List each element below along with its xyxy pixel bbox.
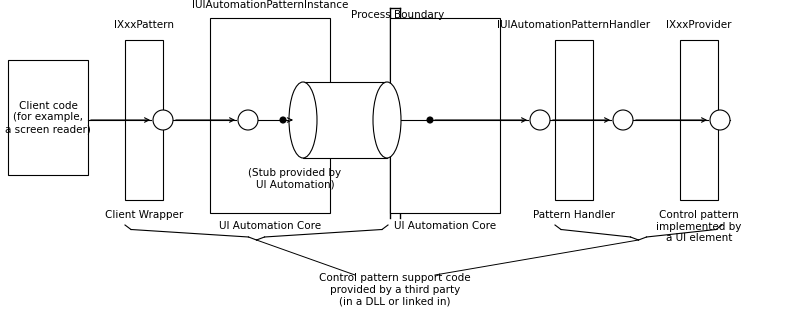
Text: IXxxProvider: IXxxProvider [667,20,732,30]
Text: IUIAutomationPatternHandler: IUIAutomationPatternHandler [498,20,650,30]
Bar [680,40,718,200]
Circle shape [238,110,258,130]
Text: Control pattern support code
provided by a third party
(in a DLL or linked in): Control pattern support code provided by… [320,273,471,307]
Ellipse shape [289,82,317,158]
Ellipse shape [373,82,401,158]
Text: Control pattern
implemented by
a UI element: Control pattern implemented by a UI elem… [656,210,742,243]
Bar [390,18,500,213]
Text: Pattern Handler: Pattern Handler [533,210,615,220]
Bar [210,18,330,213]
Circle shape [153,110,173,130]
Text: IUIAutomationPatternInstance: IUIAutomationPatternInstance [192,0,348,10]
Text: (Stub provided by
UI Automation): (Stub provided by UI Automation) [248,168,341,190]
Text: Client code
(for example,
a screen reader): Client code (for example, a screen reade… [5,101,91,134]
Bar [8,60,88,175]
Circle shape [710,110,730,130]
Text: UI Automation Core: UI Automation Core [394,221,496,231]
Text: IXxxPattern: IXxxPattern [114,20,174,30]
Circle shape [530,110,550,130]
Bar [555,40,593,200]
Circle shape [280,117,286,123]
Text: UI Automation Core: UI Automation Core [219,221,321,231]
Bar [303,82,387,158]
Bar [125,40,163,200]
Circle shape [427,117,433,123]
Text: Process Boundary: Process Boundary [351,10,445,20]
Circle shape [613,110,633,130]
Text: Client Wrapper: Client Wrapper [105,210,183,220]
